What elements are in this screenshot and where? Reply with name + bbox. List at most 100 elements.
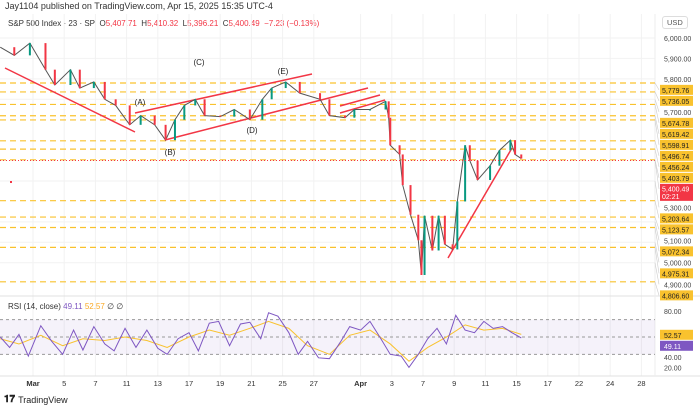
x-tick-label: 27 xyxy=(310,379,318,388)
x-tick-label: 19 xyxy=(216,379,224,388)
open-label: O xyxy=(99,19,106,28)
axis-label-connector xyxy=(654,119,660,145)
y-tick-label: 5,800.00 xyxy=(664,77,691,84)
candle xyxy=(328,99,331,116)
axis-label-connector xyxy=(654,221,660,241)
candle xyxy=(368,109,371,111)
x-tick-label: 7 xyxy=(93,379,97,388)
axis-label-connector xyxy=(654,140,660,156)
level-price-tag xyxy=(660,290,693,301)
candle xyxy=(53,69,56,85)
candle xyxy=(270,88,273,100)
candle xyxy=(103,81,106,100)
close-value: 5,400.49 xyxy=(228,19,260,28)
y-tick-label: 5,100.00 xyxy=(664,238,691,245)
candle xyxy=(409,185,412,215)
candle xyxy=(509,140,512,151)
axis-label-connector xyxy=(654,216,660,230)
x-tick-label: 3 xyxy=(390,379,394,388)
level-price-tag xyxy=(660,139,693,150)
current-price-tag xyxy=(660,183,693,201)
x-tick-label: 15 xyxy=(512,379,520,388)
level-price-label: 5,736.05 xyxy=(662,99,689,106)
candle xyxy=(284,81,287,89)
level-price-tag xyxy=(660,161,693,172)
y-tick-label: 5,900.00 xyxy=(664,56,691,63)
axis-label-connector xyxy=(654,91,660,101)
candle xyxy=(164,124,167,141)
axis-label-connector xyxy=(654,104,660,123)
level-price-tag xyxy=(660,172,693,183)
price-line xyxy=(0,42,522,276)
wave-label: (D) xyxy=(246,126,257,135)
level-price-label: 5,203.64 xyxy=(662,216,689,223)
trendline xyxy=(447,147,513,259)
wave-label: (E) xyxy=(278,67,289,76)
level-price-tag xyxy=(660,268,693,279)
tradingview-logo[interactable]: 𝟏𝟕 TradingView xyxy=(4,394,68,405)
level-price-label: 5,674.78 xyxy=(662,121,689,128)
level-price-label: 4,806.60 xyxy=(662,293,689,300)
trendline xyxy=(134,73,313,114)
level-price-tag xyxy=(660,224,693,235)
candle xyxy=(420,240,423,275)
x-tick-label: 11 xyxy=(123,379,131,388)
candle xyxy=(28,43,31,56)
candle xyxy=(401,154,404,186)
y-tick-label: 5,300.00 xyxy=(664,205,691,212)
candle xyxy=(261,99,264,120)
y-tick-label: 5,700.00 xyxy=(664,110,691,117)
trendline xyxy=(164,87,369,141)
candle xyxy=(353,109,356,118)
level-price-tag xyxy=(660,150,693,161)
level-price-label: 5,619.42 xyxy=(662,132,689,139)
symbol-legend: S&P 500 Index · 23 · SP O5,407.71 H5,410… xyxy=(8,19,319,28)
x-tick-label: 5 xyxy=(62,379,66,388)
level-price-label: 5,456.24 xyxy=(662,165,689,172)
candle xyxy=(437,215,440,251)
rsi-extra: ∅ ∅ xyxy=(107,302,124,311)
level-price-tag xyxy=(660,117,693,128)
level-price-tag xyxy=(660,128,693,139)
rsi-legend: RSI (14, close) 49.11 52.57 ∅ ∅ xyxy=(8,302,123,311)
rsi-tag xyxy=(660,340,693,351)
level-price-label: 5,403.79 xyxy=(662,176,689,183)
candle xyxy=(520,154,523,159)
level-price-tag xyxy=(660,84,693,95)
level-price-tag xyxy=(660,213,693,224)
rsi-ma-value: 52.57 xyxy=(84,302,105,311)
axis-label-connector xyxy=(654,82,660,91)
x-tick-label: 7 xyxy=(421,379,425,388)
x-tick-label: 22 xyxy=(575,379,583,388)
trendline xyxy=(339,94,381,107)
candle xyxy=(398,145,401,155)
rsi-ma-tag-label: 52.57 xyxy=(664,333,682,340)
level-price-tag xyxy=(660,246,693,257)
rsi-tag-label: 49.11 xyxy=(664,344,681,351)
candle xyxy=(114,99,117,106)
axis-label-connector xyxy=(654,115,660,134)
candle xyxy=(203,99,206,116)
wave-label: (A) xyxy=(135,98,146,107)
rsi-ma-line xyxy=(0,320,522,362)
level-price-label: 5,779.76 xyxy=(662,88,689,95)
candle xyxy=(69,69,72,85)
wave-label: (C) xyxy=(193,58,204,67)
x-tick-label: 28 xyxy=(637,379,645,388)
currency-button[interactable]: USD xyxy=(662,16,688,29)
candle xyxy=(173,119,176,141)
axis-label-connector xyxy=(654,99,660,112)
x-tick-label: 11 xyxy=(482,379,490,388)
candle xyxy=(13,47,16,56)
axis-label-connector xyxy=(654,262,660,285)
x-tick-label: Mar xyxy=(26,379,39,388)
candle xyxy=(298,81,301,94)
y-tick-label: 5,000.00 xyxy=(664,260,691,267)
x-tick-label: 17 xyxy=(544,379,552,388)
level-price-label: 5,072.34 xyxy=(662,249,689,256)
rsi-y-tick: 80.00 xyxy=(664,309,682,316)
candle xyxy=(389,117,392,146)
candle xyxy=(183,105,186,120)
